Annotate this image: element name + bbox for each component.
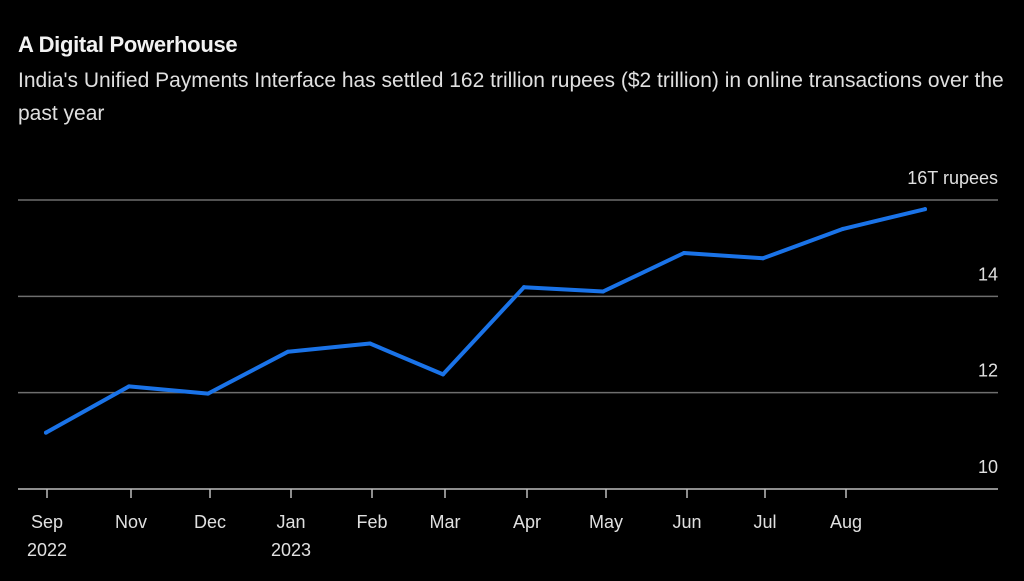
chart-title: A Digital Powerhouse [18,32,238,57]
upi-series-line [44,207,927,435]
data-point [441,372,445,377]
data-point [761,256,765,261]
x-tick-label: May [589,512,623,532]
data-point [206,391,210,396]
data-point [841,226,845,231]
x-tick-year-label: 2023 [271,540,311,560]
data-point [44,430,48,435]
x-tick-label: Sep [31,512,63,532]
data-point [368,341,372,346]
x-tick-year-label: 2022 [27,540,67,560]
x-tick-label: Nov [115,512,147,532]
x-tick-label: Mar [430,512,461,532]
x-tick-label: Jan [276,512,305,532]
data-point [127,384,131,389]
data-point [682,250,686,255]
x-tick-label: Aug [830,512,862,532]
chart-subtitle: India's Unified Payments Interface has s… [18,69,1004,125]
y-tick-label: 10 [978,457,998,477]
data-point [286,349,290,354]
x-tick-label: Jun [672,512,701,532]
y-tick-label: 12 [978,361,998,381]
x-tick-label: Dec [194,512,226,532]
y-tick-label: 16T rupees [907,168,998,188]
data-point [601,289,605,294]
x-tick-label: Jul [753,512,776,532]
data-point [923,207,927,212]
data-point [522,285,526,290]
x-tick-label: Feb [356,512,387,532]
y-tick-label: 14 [978,264,998,284]
x-tick-label: Apr [513,512,541,532]
